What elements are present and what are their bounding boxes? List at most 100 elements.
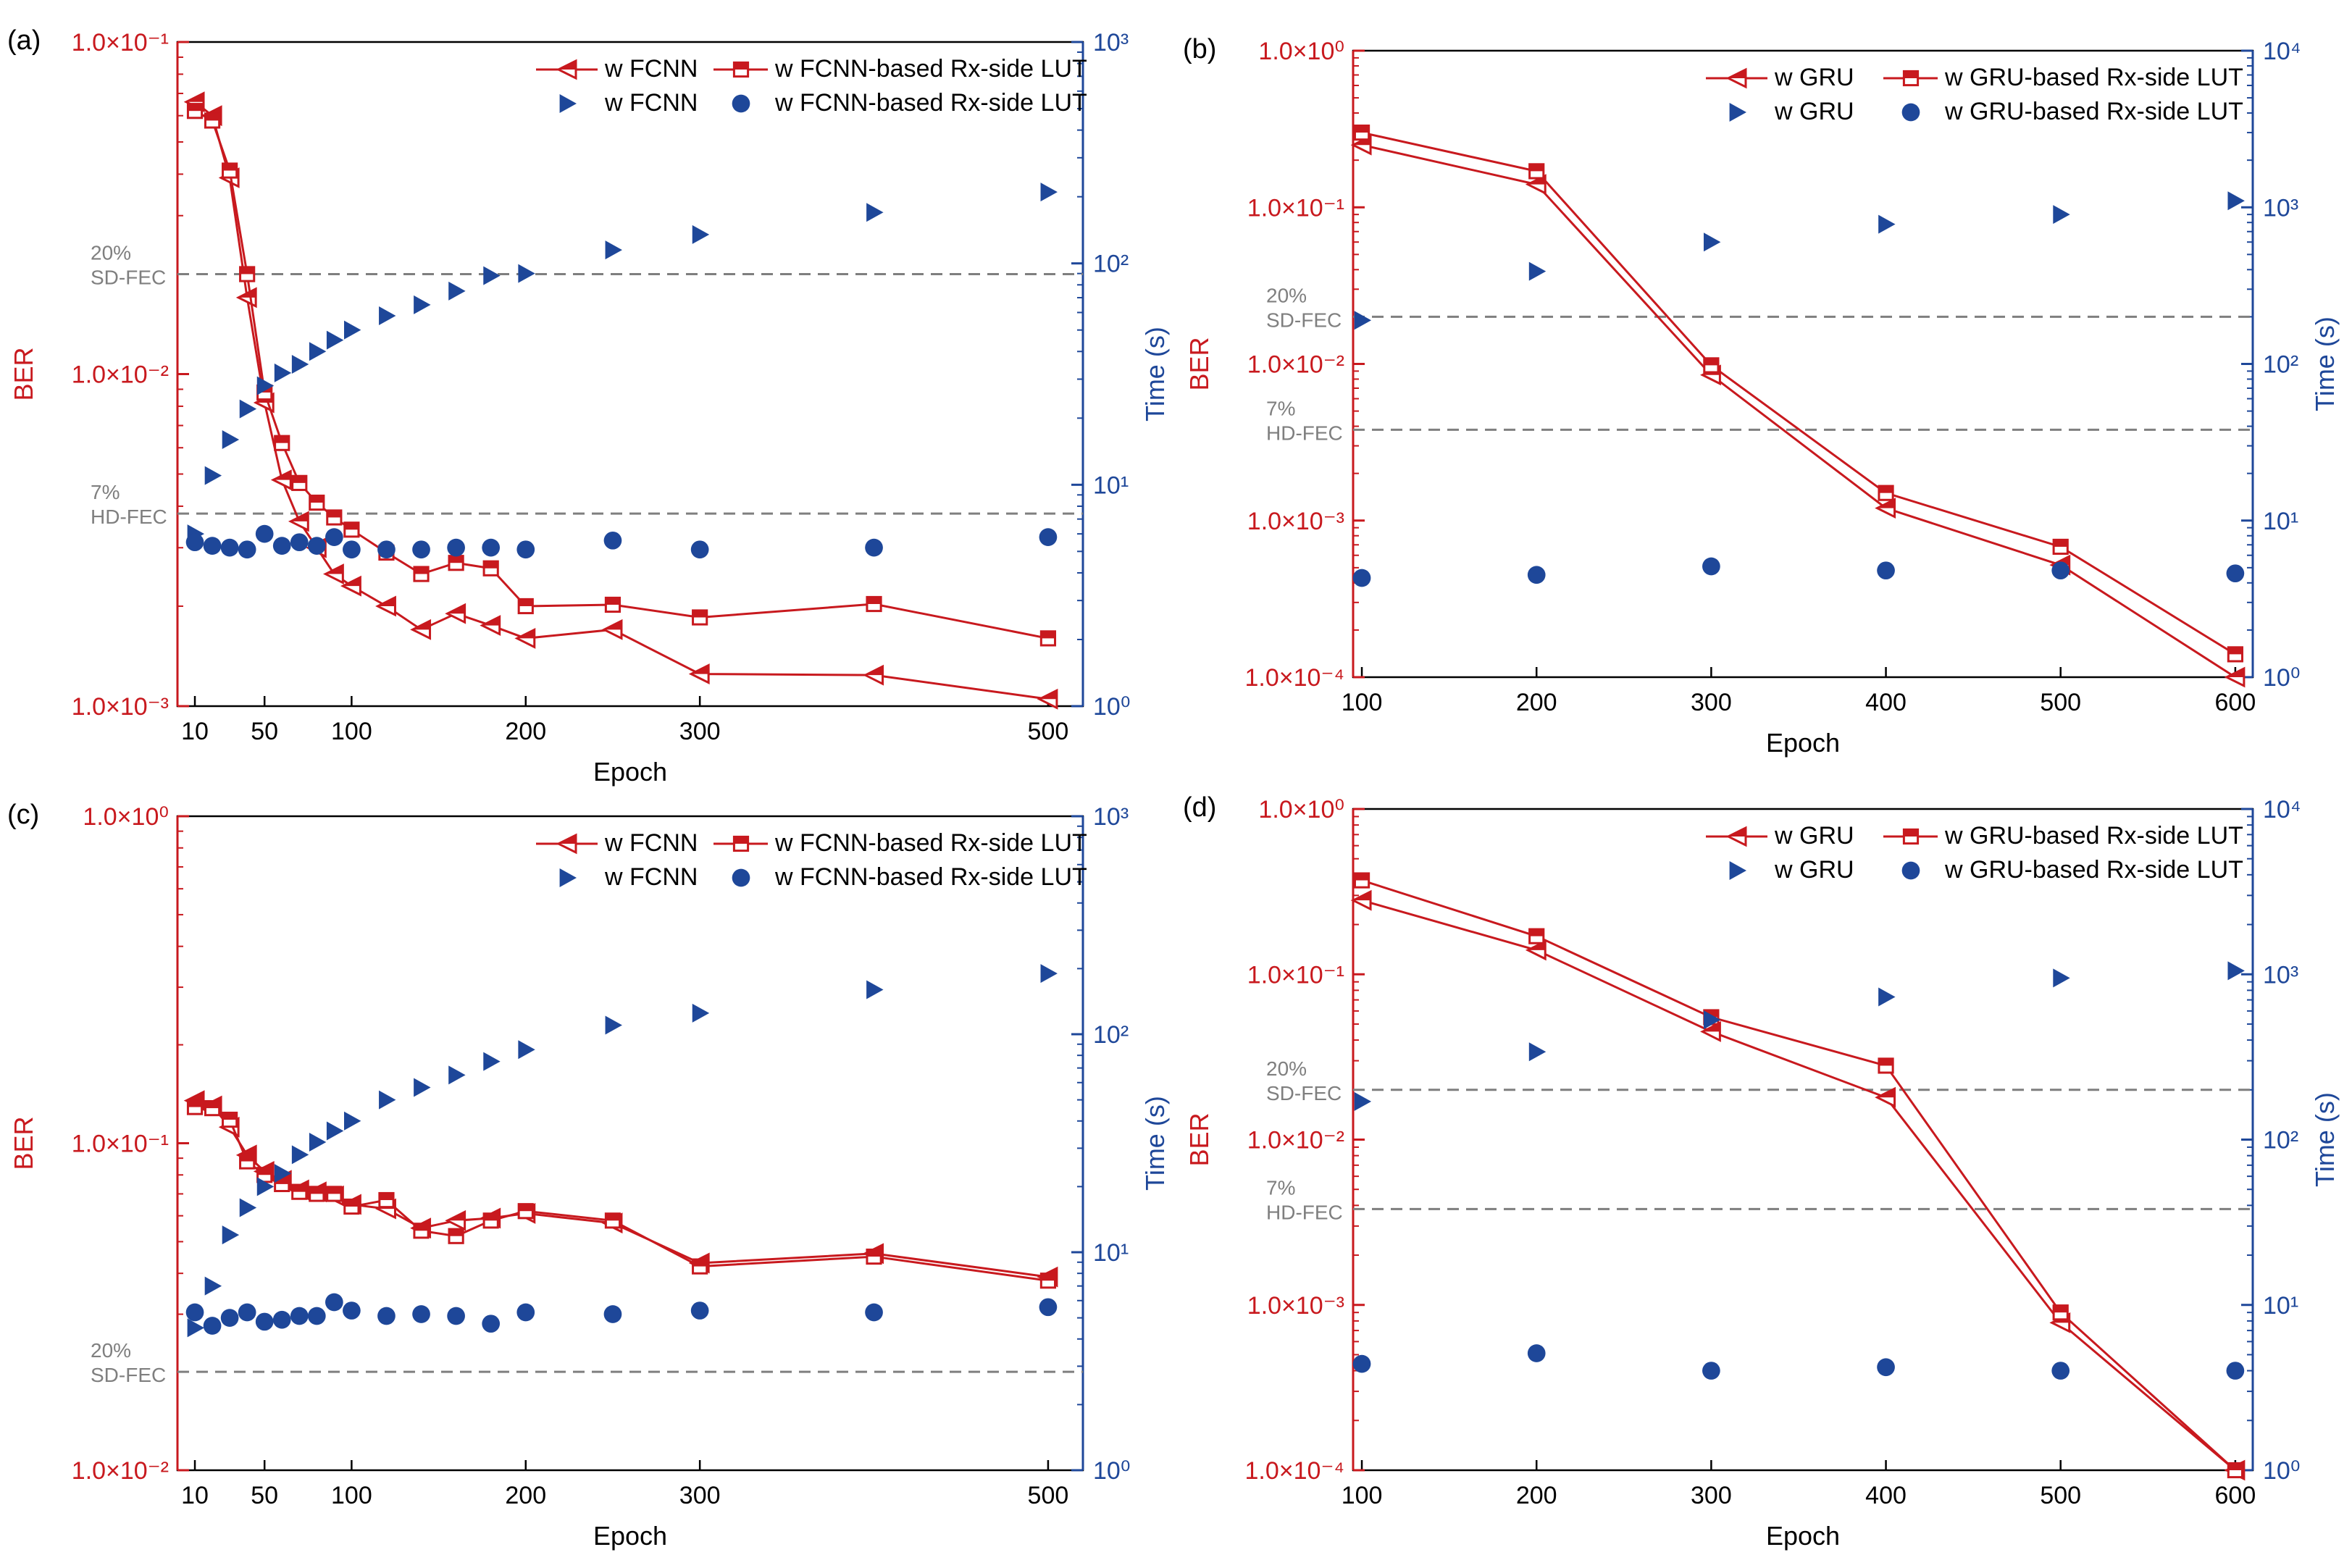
left-tick-label: 1.0×10⁻¹ xyxy=(1247,961,1344,989)
x-tick-label: 400 xyxy=(1865,689,1907,716)
data-point xyxy=(222,1225,240,1245)
left-tick-label: 1.0×10⁻³ xyxy=(1247,508,1344,535)
series-0 xyxy=(1350,134,2246,688)
data-point xyxy=(274,363,292,382)
x-tick-label: 400 xyxy=(1865,1482,1907,1509)
right-tick-label: 10³ xyxy=(1093,29,1129,56)
data-point xyxy=(326,330,344,350)
right-tick-label: 10³ xyxy=(1093,803,1129,831)
fec-threshold-label: 20% xyxy=(91,1339,131,1362)
legend-label: w GRU xyxy=(1774,822,1854,850)
legend-label: w FCNN-based Rx-side LUT xyxy=(774,863,1087,891)
left-tick-label: 1.0×10⁻² xyxy=(72,1457,169,1485)
marker-fill xyxy=(558,61,576,70)
data-point xyxy=(447,1307,465,1325)
data-point xyxy=(1354,1091,1372,1111)
data-point xyxy=(1528,1042,1547,1062)
series-line xyxy=(1361,131,2236,655)
marker-fill xyxy=(273,471,291,480)
legend-label: w FCNN xyxy=(604,89,698,117)
left-tick-label: 1.0×10⁻³ xyxy=(1247,1292,1344,1320)
data-point xyxy=(343,540,361,559)
data-point xyxy=(1528,261,1547,281)
legend-label: w FCNN xyxy=(604,829,698,857)
marker-fill xyxy=(186,1091,204,1101)
marker-fill xyxy=(606,598,620,605)
x-tick-label: 500 xyxy=(1028,1482,1069,1509)
series-0 xyxy=(1350,889,2246,1481)
data-point xyxy=(448,281,466,301)
data-point xyxy=(343,1111,361,1131)
marker-fill xyxy=(2228,647,2243,655)
data-point xyxy=(1039,528,1058,546)
right-tick-label: 10⁴ xyxy=(2263,38,2301,65)
legend-marker xyxy=(1901,861,1920,880)
marker-fill xyxy=(866,1249,882,1257)
right-tick-label: 10³ xyxy=(2263,194,2298,222)
data-point xyxy=(379,306,396,325)
series-3 xyxy=(185,524,1058,559)
data-point xyxy=(343,320,361,340)
marker-fill xyxy=(275,436,289,443)
x-axis-label: Epoch xyxy=(1766,728,1840,758)
x-tick-label: 500 xyxy=(1028,718,1069,745)
data-point xyxy=(1702,1362,1720,1380)
data-point xyxy=(2053,205,2070,225)
series-2 xyxy=(1354,961,2245,1111)
right-tick-label: 10⁰ xyxy=(1093,1457,1130,1485)
right-tick-label: 10² xyxy=(2263,1127,2298,1154)
data-point xyxy=(414,1078,431,1097)
x-tick-label: 600 xyxy=(2215,1482,2256,1509)
data-point xyxy=(866,203,884,222)
marker-fill xyxy=(1878,1058,1893,1066)
marker-fill xyxy=(327,510,341,518)
marker-fill xyxy=(2228,1463,2243,1470)
legend-label: w GRU-based Rx-side LUT xyxy=(1944,822,2243,850)
data-point xyxy=(865,538,883,557)
right-tick-label: 10¹ xyxy=(2263,508,2298,535)
x-axis-label: Epoch xyxy=(593,1521,667,1551)
marker-fill xyxy=(519,1204,533,1212)
data-point xyxy=(1703,1010,1721,1030)
data-point xyxy=(239,399,257,419)
marker-fill xyxy=(2054,540,2068,547)
data-point xyxy=(412,1305,430,1323)
data-point xyxy=(1352,1354,1371,1373)
data-point xyxy=(482,538,501,557)
data-point xyxy=(2226,564,2245,583)
series-1 xyxy=(186,1099,1057,1289)
data-point xyxy=(690,540,709,559)
data-point xyxy=(325,1293,343,1312)
marker-fill xyxy=(516,629,535,639)
right-tick-label: 10¹ xyxy=(1093,471,1129,499)
panel-c: (c) 10 50 100 200 300 500 Epoch 1.0×10⁻² 1.0×10⁻¹… xyxy=(7,800,1170,1551)
series-2 xyxy=(187,964,1058,1338)
x-tick-label: 100 xyxy=(1342,1482,1383,1509)
marker-fill xyxy=(327,1186,341,1194)
left-tick-label: 1.0×10⁰ xyxy=(1258,38,1344,65)
x-tick-label: 200 xyxy=(1516,689,1557,716)
right-tick-label: 10⁰ xyxy=(1093,693,1130,721)
left-axis-label: BER xyxy=(9,347,38,401)
data-point xyxy=(605,240,622,260)
left-tick-label: 1.0×10⁻² xyxy=(72,361,169,389)
panel-label: (c) xyxy=(7,800,39,830)
data-point xyxy=(204,1276,222,1296)
legend-label: w FCNN xyxy=(604,863,698,891)
data-point xyxy=(204,466,222,485)
legend-label: w GRU-based Rx-side LUT xyxy=(1944,98,2243,125)
legend-marker xyxy=(1729,861,1746,880)
fec-threshold-label: 7% xyxy=(1266,1176,1295,1199)
marker-fill xyxy=(1704,358,1718,366)
fec-threshold-label: HD-FEC xyxy=(91,506,167,528)
marker-fill xyxy=(1877,1089,1895,1098)
data-point xyxy=(203,1317,222,1335)
fec-threshold-label: 7% xyxy=(1266,397,1295,419)
marker-fill xyxy=(692,1259,707,1267)
marker-fill xyxy=(309,495,324,503)
data-point xyxy=(1527,1344,1546,1362)
marker-fill xyxy=(734,837,748,844)
x-tick-label: 50 xyxy=(251,1482,278,1509)
data-point xyxy=(2053,968,2070,988)
data-point xyxy=(203,537,222,555)
